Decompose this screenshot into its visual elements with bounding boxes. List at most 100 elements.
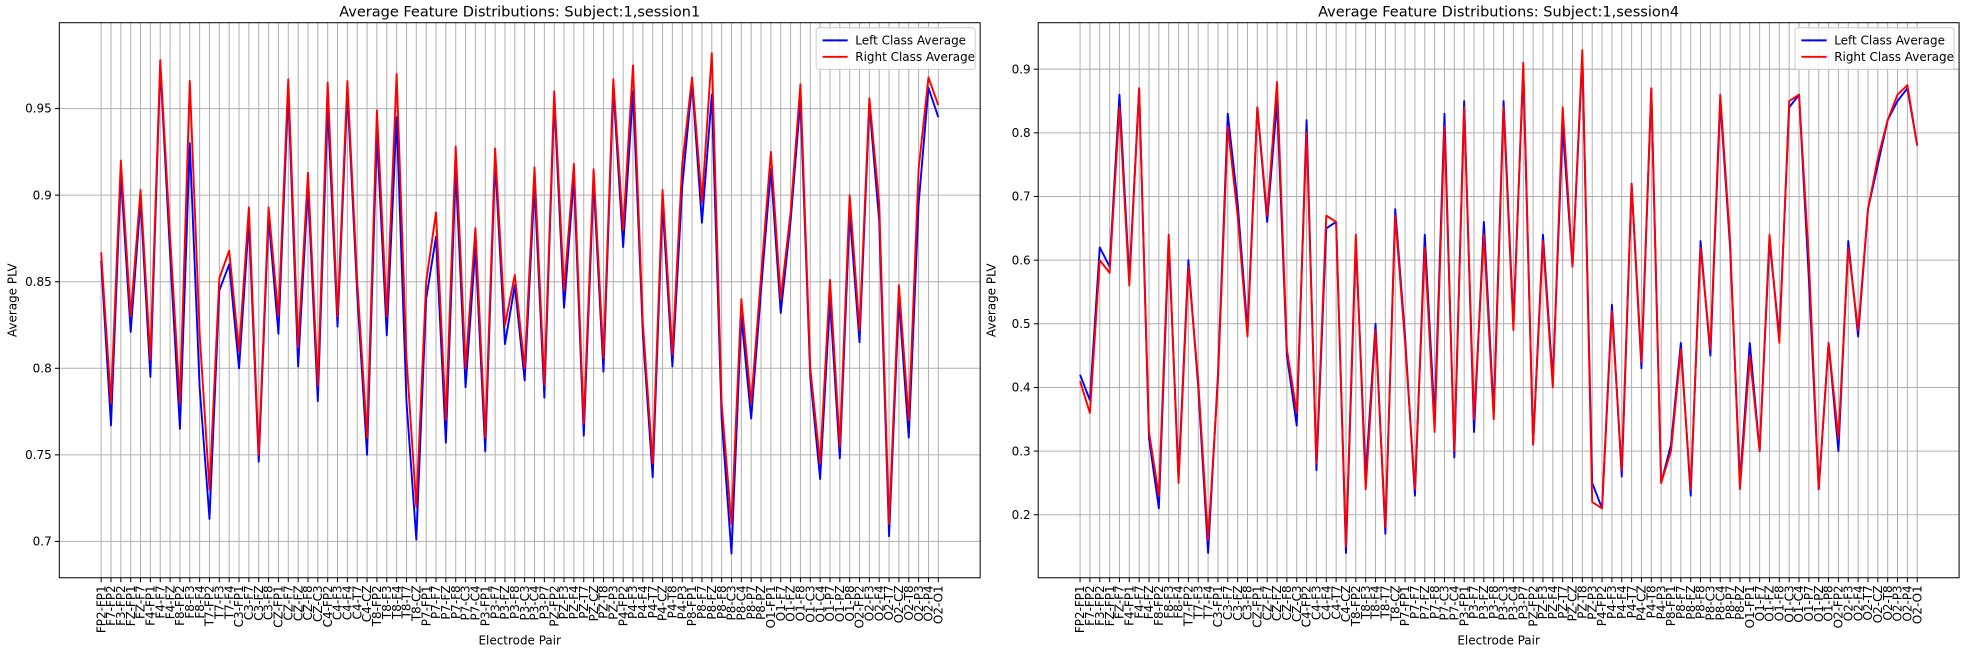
x-tick-label: PZ-T8 bbox=[1576, 585, 1590, 618]
x-tick-label: F3-FP2 bbox=[1093, 585, 1107, 626]
x-tick-label: CZ-C3 bbox=[1290, 585, 1304, 622]
plot-frame bbox=[58, 22, 981, 579]
x-tick-label: O2-F3 bbox=[1841, 585, 1855, 621]
x-tick-label: PZ-T7 bbox=[1556, 585, 1570, 618]
x-axis-label: Electrode Pair bbox=[1457, 634, 1540, 648]
series-line bbox=[1079, 55, 1919, 554]
x-tick-label: F4-FZ bbox=[163, 585, 177, 619]
x-tick-label: PZ-T7 bbox=[577, 585, 591, 618]
x-tick-label: P3-FZ bbox=[1477, 585, 1491, 619]
x-tick-label: P7-C3 bbox=[459, 585, 473, 620]
x-tick-label: O2-O1 bbox=[1910, 585, 1924, 624]
x-tick-label: P3-C4 bbox=[1507, 585, 1521, 620]
x-axis-label: Electrode Pair bbox=[478, 634, 561, 648]
x-tick-label: FZ-F7 bbox=[1113, 585, 1127, 619]
x-tick-label: T8-CZ bbox=[1388, 585, 1402, 622]
x-tick-label: P8-C3 bbox=[725, 585, 739, 620]
x-tick-label: F7-FP2 bbox=[104, 585, 118, 626]
x-tick-label: PZ-F3 bbox=[1536, 585, 1550, 619]
x-tick-label: FP2-FP1 bbox=[94, 585, 108, 633]
x-tick-label: F4-F7 bbox=[1132, 585, 1146, 618]
x-tick-label: P3-FP1 bbox=[478, 585, 492, 626]
x-tick-label: P3-F8 bbox=[508, 585, 522, 619]
x-tick-label: P4-T7 bbox=[1625, 585, 1639, 618]
x-tick-label: P3-C3 bbox=[518, 585, 532, 620]
x-tick-label: P7-C4 bbox=[469, 585, 483, 620]
x-tick-label: P8-F8 bbox=[715, 585, 729, 619]
x-tick-label: PZ-CZ bbox=[1566, 585, 1580, 621]
x-tick-label: P4-F4 bbox=[636, 585, 650, 619]
x-tick-label: P7-FP1 bbox=[419, 585, 433, 626]
x-tick-label: C3-FZ bbox=[1231, 585, 1245, 620]
x-tick-label: F8-F3 bbox=[183, 585, 197, 618]
legend-label: Right Class Average bbox=[855, 50, 975, 64]
x-tick-label: FZ-F7 bbox=[134, 585, 148, 619]
y-axis-label: Average PLV bbox=[5, 263, 19, 338]
x-tick-label: P8-FZ bbox=[1684, 585, 1698, 619]
x-tick-label: P8-FP1 bbox=[685, 585, 699, 626]
x-tick-label: C4-FP2 bbox=[1300, 585, 1314, 627]
x-tick-label: O2-P4 bbox=[922, 585, 936, 621]
series-line bbox=[100, 64, 940, 555]
x-tick-label: O2-T8 bbox=[1881, 585, 1895, 620]
x-tick-label: CZ-F7 bbox=[281, 585, 295, 620]
x-tick-label: C4-CZ bbox=[1339, 585, 1353, 622]
x-tick-label: P8-P7 bbox=[744, 585, 758, 619]
x-tick-label: T8-F4 bbox=[390, 585, 404, 620]
x-tick-label: C4-T7 bbox=[1329, 585, 1343, 619]
x-tick-label: F3-FP2 bbox=[114, 585, 128, 626]
legend-label: Left Class Average bbox=[855, 34, 966, 48]
x-tick-label: P8-P7 bbox=[1723, 585, 1737, 619]
x-tick-label: O1-FP1 bbox=[764, 585, 778, 628]
chart: 0.7 0.75 0.8 0.85 0.9 0.95 FP2-FP1F7-FP2F3-FP2… bbox=[5, 4, 981, 648]
x-tick-label: F8-F3 bbox=[1162, 585, 1176, 618]
x-tick-label: P4-F4 bbox=[1615, 585, 1629, 619]
x-tick-label: T8-F3 bbox=[1359, 585, 1373, 620]
y-axis-label: Average PLV bbox=[984, 263, 998, 338]
x-tick-label: C4-F3 bbox=[331, 585, 345, 620]
x-tick-label: T8-T7 bbox=[1379, 585, 1393, 619]
x-tick-label: O1-PZ bbox=[833, 585, 847, 622]
x-tick-label: C3-FZ bbox=[252, 585, 266, 620]
x-tick-label: CZ-FZ bbox=[1270, 585, 1284, 621]
x-tick-label: C3-F7 bbox=[242, 585, 256, 620]
x-tick-label: CZ-F8 bbox=[1280, 585, 1294, 620]
x-tick-label: O1-PZ bbox=[1812, 585, 1826, 622]
x-tick-label: P7-FZ bbox=[439, 585, 453, 619]
x-tick-label: P3-FZ bbox=[498, 585, 512, 619]
x-tick-label: PZ-F4 bbox=[1546, 585, 1560, 619]
x-tick-label: O2-CZ bbox=[1871, 585, 1885, 623]
y-tick-label: 0.7 bbox=[33, 535, 52, 549]
x-tick-label: P8-F8 bbox=[1694, 585, 1708, 619]
x-tick-label: C4-F4 bbox=[341, 585, 355, 620]
x-tick-label: O2-FP2 bbox=[853, 585, 867, 628]
chart: 0.2 0.3 0.4 0.5 0.6 0.7 0.8 0.9 FP2-FP1F7-FP2F3-… bbox=[984, 4, 1960, 648]
series-line bbox=[1079, 49, 1919, 548]
x-tick-label: F4-FZ bbox=[1142, 585, 1156, 619]
x-tick-label: O2-P4 bbox=[1901, 585, 1915, 621]
x-tick-label: P3-C3 bbox=[1497, 585, 1511, 620]
x-tick-label: P8-C4 bbox=[734, 585, 748, 620]
x-tick-label: P8-C3 bbox=[1704, 585, 1718, 620]
x-tick-label: P8-FP1 bbox=[1664, 585, 1678, 626]
x-tick-label: T7-FP2 bbox=[203, 585, 217, 627]
x-tick-label: FZ-FP1 bbox=[124, 585, 138, 626]
y-tick-label: 0.8 bbox=[1012, 126, 1031, 140]
x-tick-label: T7-F3 bbox=[1191, 585, 1205, 620]
x-tick-label: P4-T8 bbox=[666, 585, 680, 618]
x-tick-label: T8-F4 bbox=[1369, 585, 1383, 620]
y-tick-label: 0.6 bbox=[1012, 253, 1031, 267]
x-tick-label: P7-F7 bbox=[429, 585, 443, 619]
legend: Left Class Average Right Class Average bbox=[815, 27, 976, 70]
x-tick-label: F8-FP2 bbox=[173, 585, 187, 626]
x-tick-label: P4-FP2 bbox=[1595, 585, 1609, 626]
x-tick-label: PZ-FP2 bbox=[547, 585, 561, 626]
x-tick-label: P3-FP1 bbox=[1457, 585, 1471, 626]
y-tick-label: 0.85 bbox=[25, 275, 52, 289]
x-tick-label: O2-F4 bbox=[1851, 585, 1865, 621]
x-tick-label: O1-P8 bbox=[843, 585, 857, 621]
x-tick-label: O1-P7 bbox=[823, 585, 837, 621]
x-tick-label: CZ-FP1 bbox=[272, 585, 286, 627]
x-tick-label: CZ-F8 bbox=[301, 585, 315, 620]
x-tick-label: T8-T7 bbox=[400, 585, 414, 619]
